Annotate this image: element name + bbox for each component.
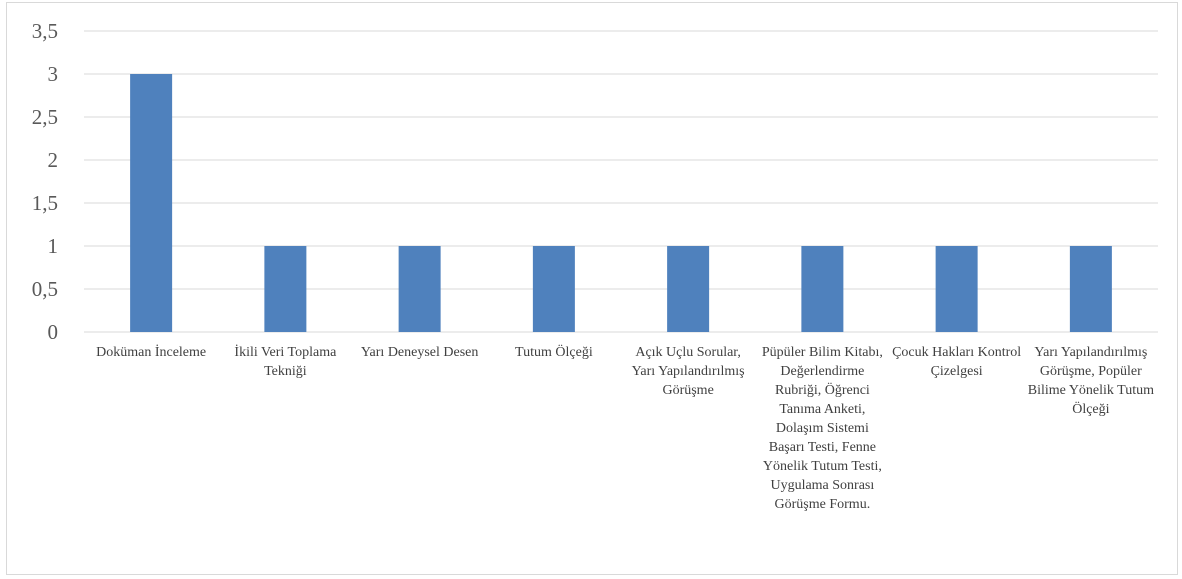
y-tick-label: 1 [48,234,59,258]
y-tick-label: 3 [48,62,59,86]
y-tick-label: 2,5 [32,105,58,129]
x-category-label: Doküman İnceleme [96,345,207,360]
y-tick-label: 0 [48,320,59,344]
bar [667,246,710,332]
x-category-label: Tutum Ölçeği [515,345,593,360]
bar [398,246,441,332]
x-category-label: İkili Veri Toplama Tekniği [234,345,337,379]
bar [130,74,173,332]
bar [1069,246,1112,332]
bar [935,246,978,332]
bar [801,246,844,332]
bar [532,246,575,332]
y-tick-label: 0,5 [32,277,58,301]
x-category-label: Yarı Deneysel Desen [360,345,479,360]
x-category-label: Yarı Yapılandırılmış Görüşme, Popüler Bi… [1027,345,1155,417]
y-tick-label: 1,5 [32,191,58,215]
x-category-label: Açık Uçlu Sorular, Yarı Yapılandırılmış … [631,345,745,398]
x-category-label: Çocuk Hakları Kontrol Çizelgesi [892,345,1022,379]
x-category-label: Püpüler Bilim Kitabı, Değerlendirme Rubr… [761,345,883,512]
y-tick-label: 2 [48,148,59,172]
bar [264,246,307,332]
y-tick-label: 3,5 [32,19,58,43]
